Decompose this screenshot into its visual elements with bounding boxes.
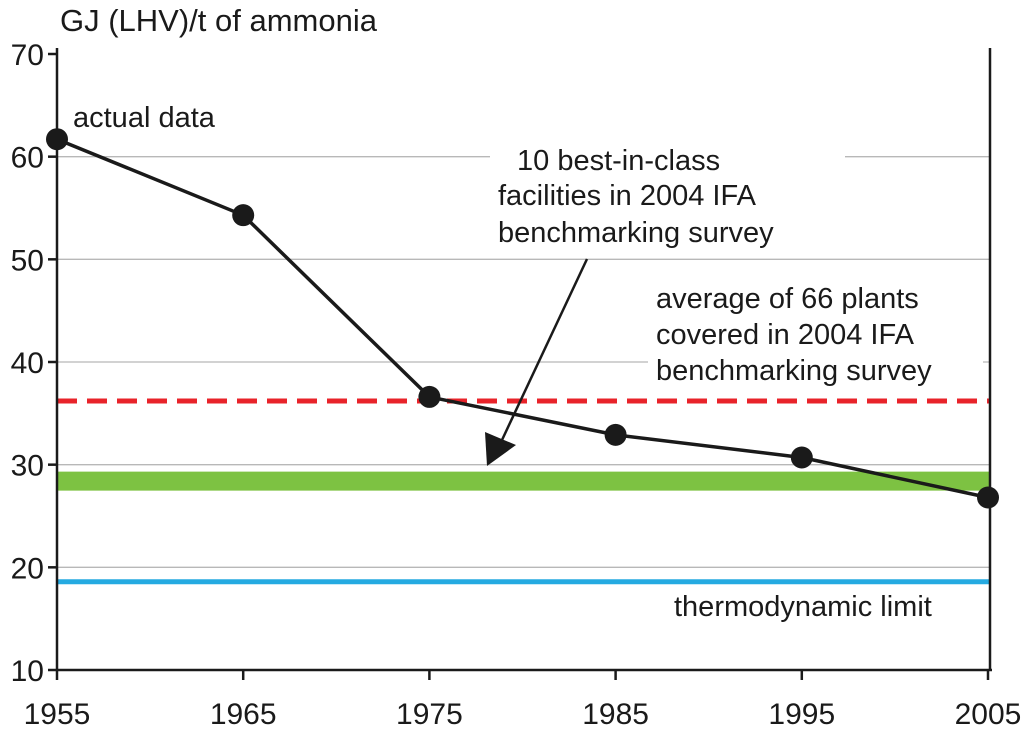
y-tick-label-30: 30 [11,450,44,483]
x-tick-label-1955: 1955 [24,698,91,731]
data-point-1965 [232,204,255,227]
y-tick-label-20: 20 [11,552,44,585]
data-point-1955 [46,128,68,151]
x-tick-label-1965: 1965 [210,698,277,731]
data-point-2005 [977,486,999,509]
thermodynamic-limit-label: thermodynamic limit [674,591,932,623]
data-point-1995 [790,446,813,469]
x-tick-label-1985: 1985 [582,698,649,731]
avg-label-line-2: covered in 2004 IFA [656,319,915,351]
y-ticks: 10 20 30 40 50 60 70 [11,39,57,688]
thermo-label-bg [668,588,982,628]
y-tick-label-60: 60 [11,142,44,175]
y-tick-label-10: 10 [11,655,44,688]
y-axis-title: GJ (LHV)/t of ammonia [60,3,378,38]
x-ticks: 1955 1965 1975 1985 1995 2005 [24,670,1022,731]
x-tick-label-1995: 1995 [768,698,835,731]
best-arrow-shaft [500,258,589,441]
best-label-line-2: facilities in 2004 IFA [498,180,757,212]
x-tick-label-2005: 2005 [955,698,1022,731]
series-line-actual-data [56,137,989,500]
best-label-line-1: 10 best-in-class [517,145,720,177]
actual-data-label: actual data [73,102,216,134]
avg-label-line-3: benchmarking survey [656,355,932,387]
avg-label-bg [648,278,983,393]
data-point-1975 [418,385,441,408]
series-points [46,128,999,509]
y-tick-label-50: 50 [11,244,44,277]
best-label-bg [490,140,845,255]
data-point-1985 [604,423,627,446]
x-tick-label-1975: 1975 [396,698,463,731]
best-label-line-3: benchmarking survey [498,217,774,249]
best-arrow-head [485,432,516,466]
avg-label-line-1: average of 66 plants [656,283,919,315]
y-tick-label-70: 70 [11,39,44,72]
y-tick-label-40: 40 [11,347,44,380]
